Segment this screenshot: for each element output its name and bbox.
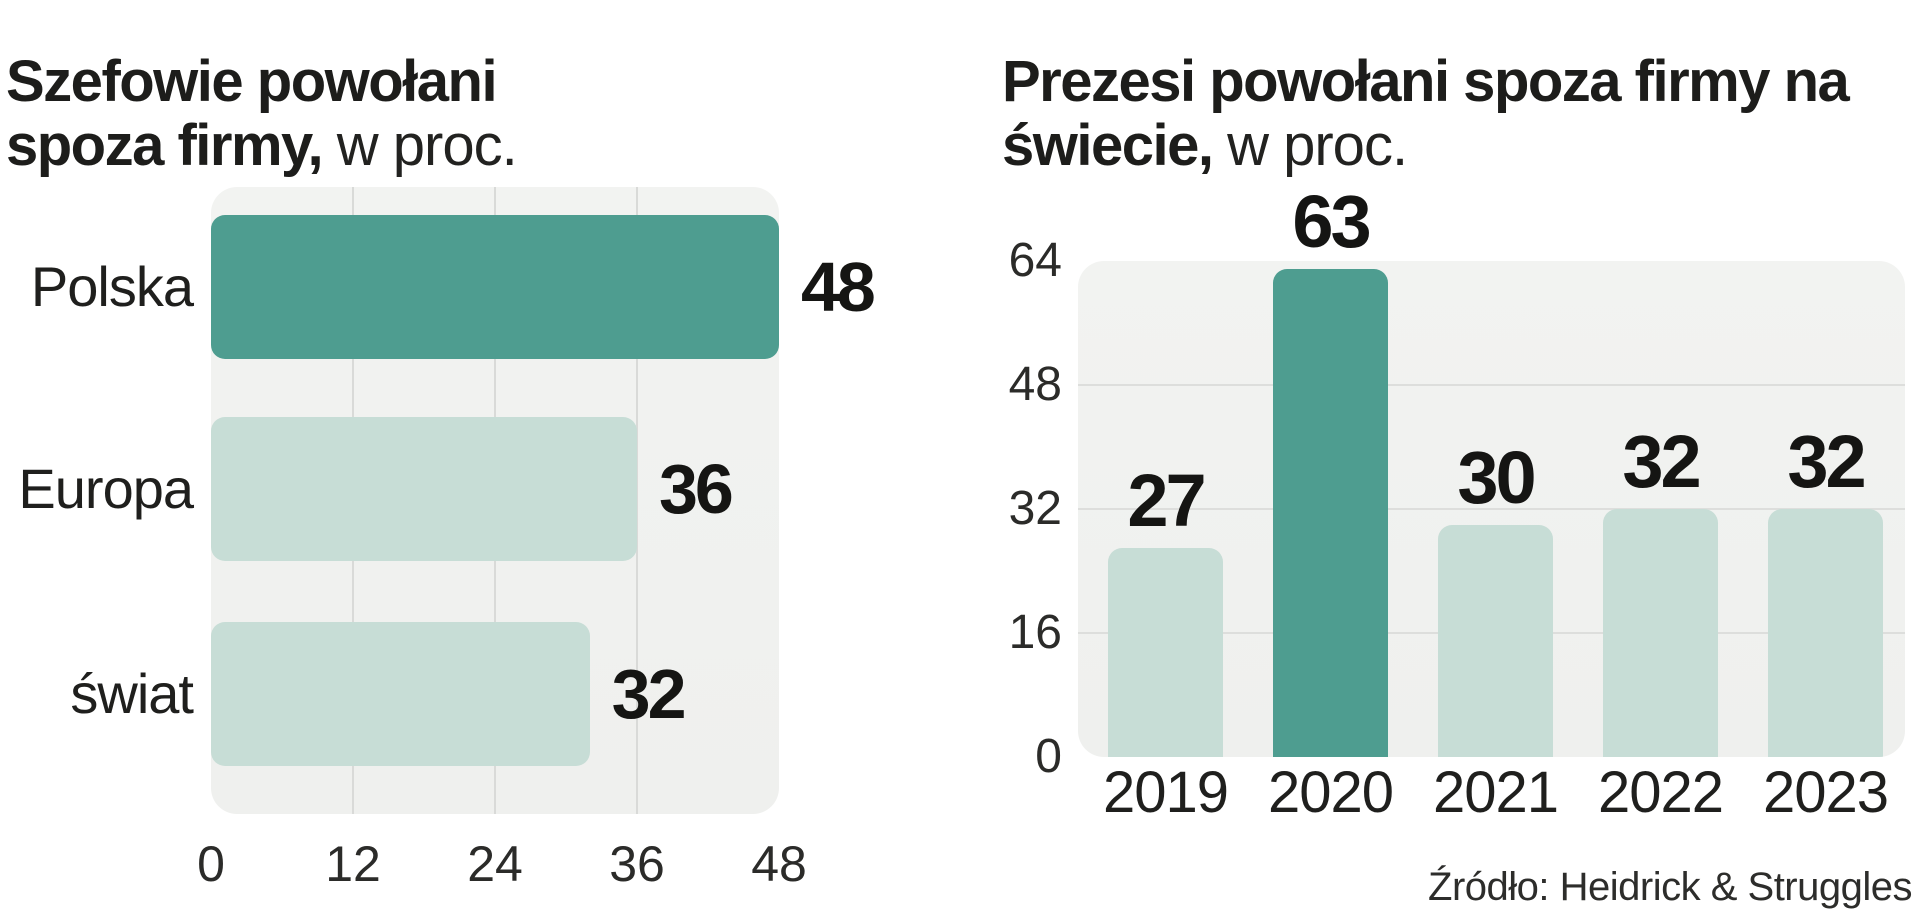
gridline-y-48 bbox=[1078, 384, 1905, 386]
y-axis-tick-32: 32 bbox=[1008, 482, 1062, 535]
bar-2023 bbox=[1768, 509, 1883, 757]
y-axis-tick-48: 48 bbox=[1008, 358, 1062, 411]
y-axis-tick-64: 64 bbox=[1008, 234, 1062, 287]
x-axis-label-2019: 2019 bbox=[1102, 760, 1229, 825]
chart-right-title: Prezesi powołani spoza firmy na świecie,… bbox=[1002, 50, 1920, 178]
category-label-Polska: Polska bbox=[30, 255, 194, 318]
value-label-2019: 27 bbox=[1127, 458, 1206, 542]
x-axis-tick-24: 24 bbox=[467, 836, 523, 892]
value-label-Polska: 48 bbox=[801, 248, 876, 326]
x-axis-label-2023: 2023 bbox=[1762, 760, 1889, 825]
x-axis-tick-36: 36 bbox=[609, 836, 665, 892]
bar-Polska bbox=[211, 215, 779, 359]
chart-right-title-bold: Prezesi powołani spoza firmy na świecie, bbox=[1002, 49, 1850, 178]
gridline-y-32 bbox=[1078, 508, 1905, 510]
gridline-x-36 bbox=[636, 187, 638, 814]
x-axis-tick-12: 12 bbox=[325, 836, 381, 892]
chart-right-title-unit: w proc. bbox=[1227, 112, 1408, 178]
x-axis-tick-0: 0 bbox=[197, 836, 225, 892]
category-label-Europa: Europa bbox=[18, 457, 194, 520]
chart-right-plot-area bbox=[1078, 261, 1905, 757]
bar-2019 bbox=[1108, 547, 1223, 757]
y-axis-tick-16: 16 bbox=[1008, 606, 1062, 659]
value-label-2023: 32 bbox=[1787, 420, 1866, 503]
x-axis-label-2022: 2022 bbox=[1597, 760, 1724, 825]
source-credit: Źródło: Heidrick & Struggles bbox=[1428, 865, 1912, 909]
value-label-2021: 30 bbox=[1457, 435, 1536, 519]
chart-left-title: Szefowie powołani spoza firmy, w proc. bbox=[6, 50, 606, 178]
value-label-Europa: 36 bbox=[659, 450, 734, 528]
chart-left-title-unit: w proc. bbox=[336, 112, 518, 178]
y-axis-tick-0: 0 bbox=[1035, 730, 1062, 783]
bar-2021 bbox=[1438, 524, 1553, 757]
bar-świat bbox=[211, 622, 590, 766]
value-label-świat: 32 bbox=[611, 655, 687, 733]
chart-left-plot-area bbox=[211, 187, 779, 814]
value-label-2020: 63 bbox=[1292, 179, 1371, 263]
x-axis-label-2021: 2021 bbox=[1432, 760, 1559, 825]
x-axis-tick-48: 48 bbox=[751, 836, 807, 892]
x-axis-label-2020: 2020 bbox=[1267, 760, 1394, 825]
chart-left-title-bold: Szefowie powołani spoza firmy, bbox=[6, 49, 498, 178]
category-label-świat: świat bbox=[70, 662, 194, 725]
value-label-2022: 32 bbox=[1622, 420, 1701, 503]
bar-Europa bbox=[211, 417, 637, 561]
bar-2020 bbox=[1273, 268, 1388, 757]
bar-2022 bbox=[1603, 509, 1718, 757]
